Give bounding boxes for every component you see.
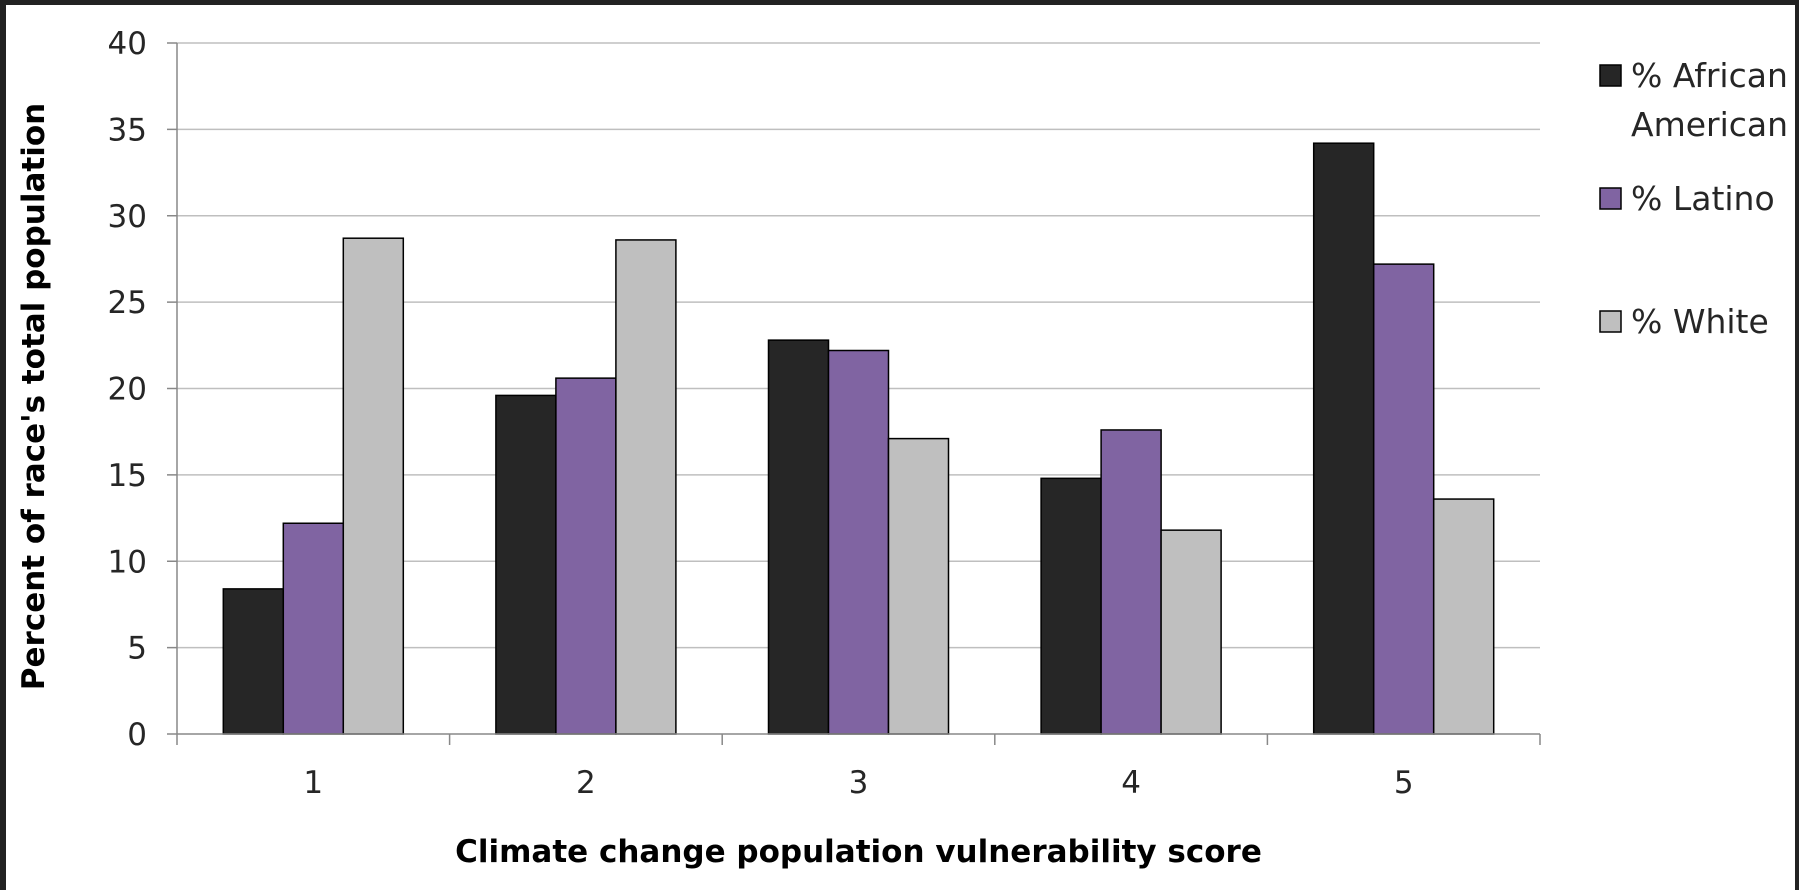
y-tick-label: 25 [108,285,147,321]
bar [222,588,285,735]
legend-label: % African [1631,56,1788,95]
y-tick-label: 5 [127,631,147,667]
bar [1100,429,1162,735]
bar [1372,263,1435,735]
x-tick-label: 4 [1121,765,1141,801]
y-axis-title: Percent of race's total population [16,103,52,690]
legend-swatch [1599,187,1622,210]
x-tick-label: 2 [576,765,596,801]
bar [1312,142,1375,735]
chart-frame: 0 5 10 15 20 25 30 35 40 1 2 3 4 5 Climate change po… [6,5,1795,890]
bars [222,142,1495,735]
bar [1432,498,1495,735]
legend-label: % Latino [1631,179,1775,218]
x-tick-label: 1 [303,765,323,801]
axes [167,42,1541,745]
bar-chart: 0 5 10 15 20 25 30 35 40 1 2 3 4 5 Climate change po… [16,26,1788,870]
bar [342,237,405,735]
y-tick-label: 40 [108,26,147,62]
y-tick-label: 10 [108,544,147,580]
bar [1040,477,1102,735]
bar [615,239,677,735]
bar [827,349,890,735]
y-tick-label: 30 [108,199,147,235]
y-tick-label: 35 [108,112,147,148]
x-axis-title: Climate change population vulnerability … [455,834,1262,870]
x-tick-label: 5 [1394,765,1414,801]
bar [1160,529,1222,735]
x-tick-label: 3 [849,765,869,801]
y-tick-labels: 0 5 10 15 20 25 30 35 40 [108,26,147,753]
legend-label: American [1631,105,1788,144]
x-tick-labels: 1 2 3 4 5 [303,765,1413,801]
legend-swatch [1599,64,1622,87]
y-tick-label: 15 [108,458,147,494]
bar [495,394,557,735]
legend: % African American % Latino % White [1599,56,1788,341]
bar [887,437,950,735]
legend-swatch [1599,310,1622,333]
legend-label: % White [1631,302,1769,341]
y-tick-label: 0 [127,717,147,753]
bar [767,339,830,735]
bar [282,522,345,735]
bar [555,377,617,735]
y-tick-label: 20 [108,372,147,408]
